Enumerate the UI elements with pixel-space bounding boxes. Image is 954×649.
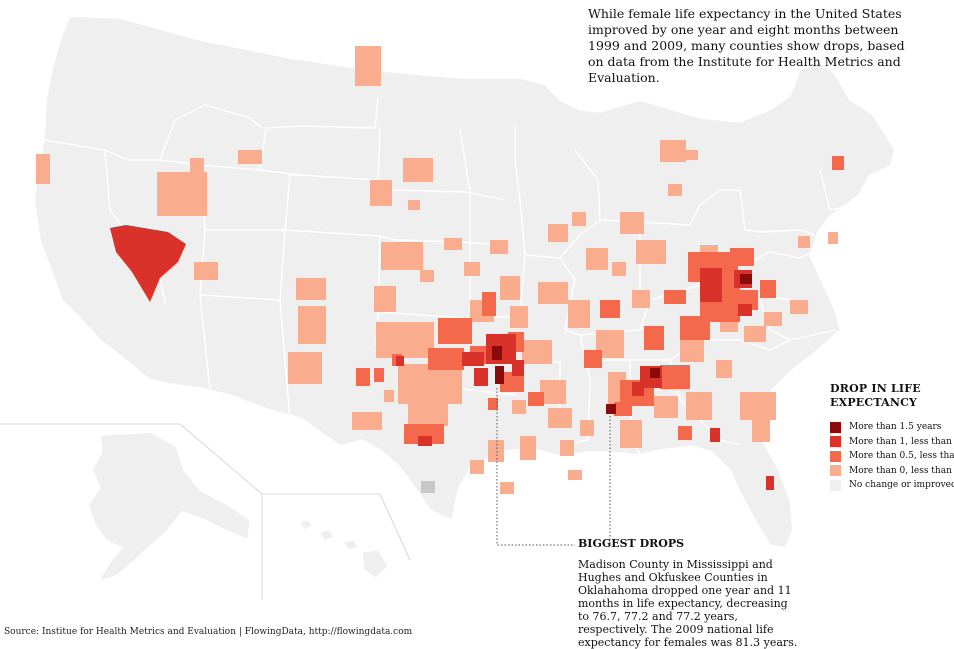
intro-text: While female life expectancy in the Unit… (588, 6, 905, 85)
biggest-drops-callout: BIGGEST DROPS Madison County in Mississi… (578, 537, 798, 649)
hawaii-land (299, 519, 389, 579)
callout-title: BIGGEST DROPS (578, 537, 685, 550)
inset-frame-lines (0, 423, 411, 600)
legend-item: More than 0, less than 0.5 (830, 464, 954, 479)
counties-drop-0-to-0.5 (36, 46, 838, 494)
legend-label: More than 1, less than 1.5 (849, 436, 954, 447)
counties-drop-over-1.5 (492, 274, 752, 414)
legend: DROP IN LIFE EXPECTANCY More than 1.5 ye… (830, 382, 954, 493)
legend-item: No change or improved (830, 478, 954, 493)
legend-label: More than 0.5, less than 1 (849, 451, 954, 462)
alaska-land (87, 431, 251, 584)
source-credit: Source: Institue for Health Metrics and … (4, 627, 413, 637)
land-layer (33, 15, 896, 584)
legend-item: More than 0.5, less than 1 (830, 449, 954, 464)
county-no-data (421, 481, 435, 493)
county-fills (36, 46, 844, 494)
legend-swatch (830, 421, 841, 433)
legend-label: No change or improved (849, 480, 954, 491)
legend-title: DROP IN LIFE EXPECTANCY (830, 382, 921, 409)
legend-swatch (830, 436, 841, 448)
legend-item: More than 1.5 years (830, 420, 954, 435)
legend-item: More than 1, less than 1.5 (830, 435, 954, 450)
legend-label: More than 1.5 years (849, 422, 942, 433)
callout-body: Madison County in Mississippi and Hughes… (578, 558, 798, 649)
legend-label: More than 0, less than 0.5 (849, 465, 954, 476)
legend-swatch (830, 479, 841, 491)
legend-swatch (830, 450, 841, 462)
legend-swatch (830, 465, 841, 477)
callout-leader-lines (496, 388, 611, 546)
